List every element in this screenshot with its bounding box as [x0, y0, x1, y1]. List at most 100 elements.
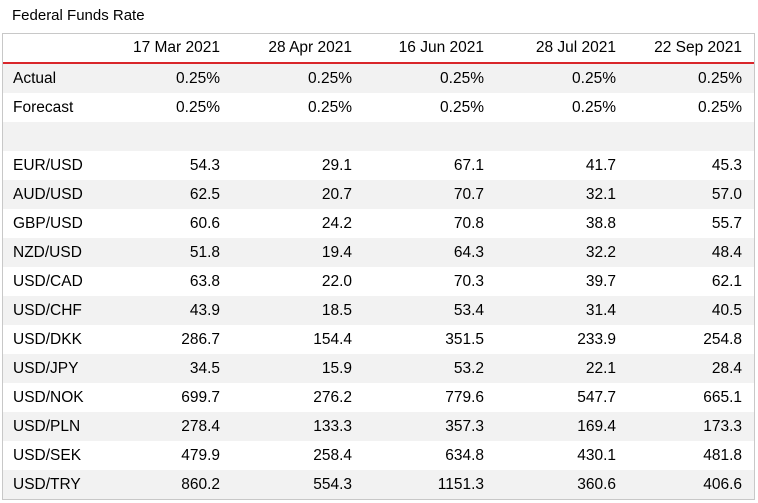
table-cell: 286.7: [181, 330, 220, 348]
table-cell: 0.25%: [698, 98, 742, 116]
table-cell: 154.4: [313, 330, 352, 348]
table-cell: 233.9: [577, 330, 616, 348]
table-cell: 0.25%: [572, 98, 616, 116]
column-header: 17 Mar 2021: [132, 39, 220, 56]
table-cell: 351.5: [445, 330, 484, 348]
table-cell: 0.25%: [440, 69, 484, 87]
table-cell: 860.2: [181, 475, 220, 493]
table-cell: 39.7: [585, 272, 616, 290]
table-cell: 57.0: [711, 185, 742, 203]
table-cell: 53.2: [453, 359, 484, 377]
table-cell: 254.8: [703, 330, 742, 348]
table-cell: 22.0: [321, 272, 352, 290]
row-label: GBP/USD: [13, 214, 83, 232]
table-cell: 0.25%: [698, 69, 742, 87]
table-cell: 70.3: [453, 272, 484, 290]
row-label: USD/TRY: [13, 475, 81, 493]
table-cell: 41.7: [585, 156, 616, 174]
table-cell: 22.1: [585, 359, 616, 377]
table-cell: 173.3: [703, 417, 742, 435]
table-cell: 547.7: [577, 388, 616, 406]
table-cell: 0.25%: [308, 69, 352, 87]
table-cell: 357.3: [445, 417, 484, 435]
table-row: USD/SEK 479.9 258.4 634.8 430.1 481.8: [3, 441, 754, 470]
table-row-actual: Actual 0.25% 0.25% 0.25% 0.25% 0.25%: [3, 64, 754, 93]
row-label: USD/CHF: [13, 301, 82, 319]
table-row: USD/DKK 286.7 154.4 351.5 233.9 254.8: [3, 325, 754, 354]
table-cell: 64.3: [453, 243, 484, 261]
column-header: 28 Jul 2021: [535, 39, 616, 56]
table-cell: 43.9: [189, 301, 220, 319]
spacer-row: [3, 122, 754, 151]
row-label: USD/CAD: [13, 272, 83, 290]
table-cell: 45.3: [711, 156, 742, 174]
table-cell: 18.5: [321, 301, 352, 319]
table-cell: 28.4: [711, 359, 742, 377]
row-label: EUR/USD: [13, 156, 83, 174]
row-label: Forecast: [13, 98, 74, 116]
table-cell: 53.4: [453, 301, 484, 319]
table-cell: 481.8: [703, 446, 742, 464]
table-cell: 70.8: [453, 214, 484, 232]
table-cell: 258.4: [313, 446, 352, 464]
table-row: AUD/USD 62.5 20.7 70.7 32.1 57.0: [3, 180, 754, 209]
table-cell: 406.6: [703, 475, 742, 493]
table-row: GBP/USD 60.6 24.2 70.8 38.8 55.7: [3, 209, 754, 238]
table-cell: 54.3: [189, 156, 220, 174]
table-row: USD/CHF 43.9 18.5 53.4 31.4 40.5: [3, 296, 754, 325]
table-cell: 360.6: [577, 475, 616, 493]
row-label: NZD/USD: [13, 243, 82, 261]
table-cell: 554.3: [313, 475, 352, 493]
table-cell: 430.1: [577, 446, 616, 464]
table-cell: 665.1: [703, 388, 742, 406]
table-cell: 278.4: [181, 417, 220, 435]
row-label: USD/DKK: [13, 330, 82, 348]
table-row: USD/TRY 860.2 554.3 1151.3 360.6 406.6: [3, 470, 754, 499]
table-row: USD/PLN 278.4 133.3 357.3 169.4 173.3: [3, 412, 754, 441]
table-cell: 479.9: [181, 446, 220, 464]
row-label: USD/JPY: [13, 359, 79, 377]
rates-table: 17 Mar 2021 28 Apr 2021 16 Jun 2021 28 J…: [2, 33, 755, 500]
table-cell: 0.25%: [308, 98, 352, 116]
table-cell: 20.7: [321, 185, 352, 203]
table-cell: 70.7: [453, 185, 484, 203]
column-header: 16 Jun 2021: [398, 39, 484, 56]
table-cell: 38.8: [585, 214, 616, 232]
table-cell: 55.7: [711, 214, 742, 232]
table-cell: 0.25%: [572, 69, 616, 87]
table-cell: 276.2: [313, 388, 352, 406]
table-cell: 31.4: [585, 301, 616, 319]
table-cell: 60.6: [189, 214, 220, 232]
table-cell: 62.5: [189, 185, 220, 203]
table-cell: 169.4: [577, 417, 616, 435]
row-label: AUD/USD: [13, 185, 83, 203]
table-header-row: 17 Mar 2021 28 Apr 2021 16 Jun 2021 28 J…: [3, 34, 754, 64]
table-cell: 40.5: [711, 301, 742, 319]
table-cell: 0.25%: [440, 98, 484, 116]
column-header: 28 Apr 2021: [268, 39, 352, 56]
table-cell: 634.8: [445, 446, 484, 464]
table-row: USD/CAD 63.8 22.0 70.3 39.7 62.1: [3, 267, 754, 296]
column-header: 22 Sep 2021: [654, 39, 742, 56]
table-cell: 0.25%: [176, 98, 220, 116]
row-label: USD/SEK: [13, 446, 82, 464]
table-row: USD/JPY 34.5 15.9 53.2 22.1 28.4: [3, 354, 754, 383]
table-cell: 0.25%: [176, 69, 220, 87]
table-cell: 1151.3: [437, 475, 484, 493]
table-row-forecast: Forecast 0.25% 0.25% 0.25% 0.25% 0.25%: [3, 93, 754, 122]
row-label: USD/PLN: [13, 417, 81, 435]
table-row: NZD/USD 51.8 19.4 64.3 32.2 48.4: [3, 238, 754, 267]
table-cell: 779.6: [445, 388, 484, 406]
row-label: USD/NOK: [13, 388, 84, 406]
table-cell: 29.1: [321, 156, 352, 174]
table-cell: 15.9: [321, 359, 352, 377]
row-label: Actual: [13, 69, 57, 87]
table-cell: 63.8: [189, 272, 220, 290]
table-title: Federal Funds Rate: [12, 7, 145, 24]
table-cell: 32.1: [585, 185, 616, 203]
table-cell: 32.2: [585, 243, 616, 261]
table-row: USD/NOK 699.7 276.2 779.6 547.7 665.1: [3, 383, 754, 412]
table-cell: 699.7: [181, 388, 220, 406]
table-row: EUR/USD 54.3 29.1 67.1 41.7 45.3: [3, 151, 754, 180]
table-cell: 48.4: [711, 243, 742, 261]
